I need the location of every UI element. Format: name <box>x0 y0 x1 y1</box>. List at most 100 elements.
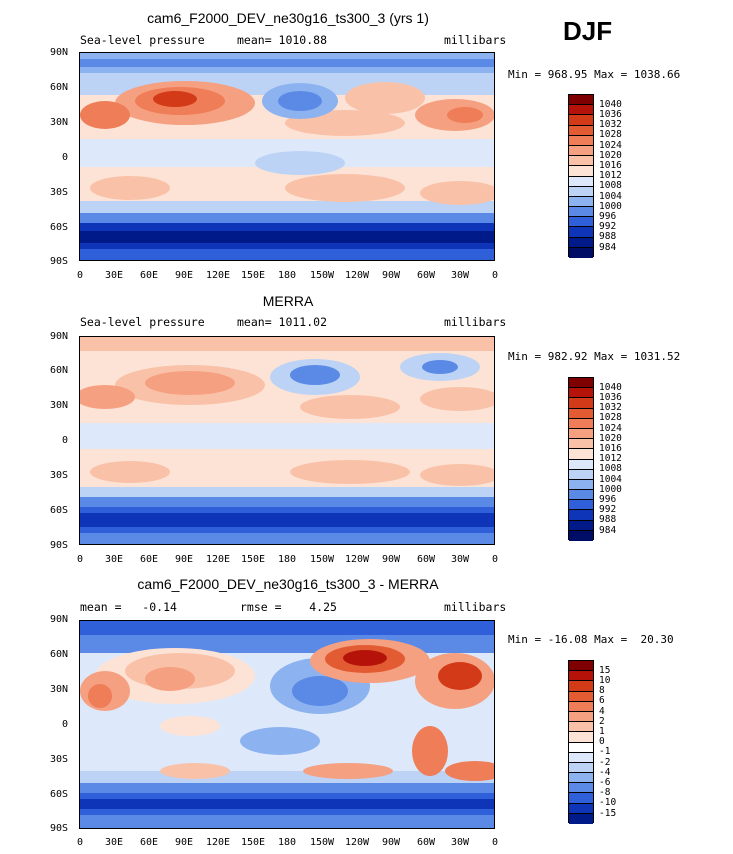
panel2-lon-tick: 0 <box>76 554 84 565</box>
panel3-legend-label: -6 <box>599 777 611 788</box>
panel1-legend-label: 1040 <box>599 99 622 110</box>
panel1-legend-label: 1016 <box>599 160 622 171</box>
panel1-lon-tick: 120E <box>205 270 231 281</box>
panel2-legend-label: 1040 <box>599 382 622 393</box>
panel3-title: cam6_F2000_DEV_ne30g16_ts300_3 - MERRA <box>137 576 439 592</box>
panel3-lon-tick: 180 <box>277 837 297 848</box>
panel1-lon-tick: 150W <box>309 270 335 281</box>
panel3-lat-tick: 30N <box>49 684 68 695</box>
panel3-lon-tick: 30W <box>450 837 470 848</box>
panel2-lat-tick: 60N <box>49 365 68 376</box>
panel1-legend-label: 992 <box>599 221 617 232</box>
panel2-legend-label: 1028 <box>599 412 622 423</box>
panel2-lon-tick: 120W <box>344 554 370 565</box>
panel1-legend-label: 1032 <box>599 119 622 130</box>
panel1-lat-tick: 30S <box>49 187 68 198</box>
panel1-lat-tick: 90S <box>49 256 68 267</box>
panel3-legend-label: 1 <box>599 726 605 737</box>
panel3-lon-tick: 90E <box>174 837 194 848</box>
panel2-lon-tick: 150E <box>240 554 266 565</box>
panel3-mean: mean = -0.14 <box>80 600 177 614</box>
panel1-lat-tick: 60S <box>49 222 68 233</box>
panel2-legend-label: 1032 <box>599 402 622 413</box>
panel3-rmse: rmse = 4.25 <box>240 600 337 614</box>
panel3-lon-tick: 0 <box>491 837 499 848</box>
panel2-legend-label: 992 <box>599 504 617 515</box>
panel2-legend-label: 996 <box>599 494 617 505</box>
panel3-legend-label: -8 <box>599 787 611 798</box>
panel2-minmax: Min = 982.92 Max = 1031.52 <box>508 350 681 363</box>
panel1-colorbar <box>568 94 594 258</box>
panel3-legend-label: 15 <box>599 665 611 676</box>
panel3-lon-tick: 120W <box>344 837 370 848</box>
panel3-lon-tick: 150E <box>240 837 266 848</box>
panel3-lat-tick: 30S <box>49 754 68 765</box>
panel1-slp-field <box>80 53 494 260</box>
panel2-legend-label: 984 <box>599 525 617 536</box>
panel3-diff-field <box>80 621 494 828</box>
panel2-legend-label: 1000 <box>599 484 622 495</box>
panel3-map <box>79 620 495 829</box>
panel2-field-label: Sea-level pressure <box>80 315 205 329</box>
panel3-legend-label: -10 <box>599 797 617 808</box>
panel2-legend-label: 1008 <box>599 463 622 474</box>
panel3-lat-tick: 60S <box>49 789 68 800</box>
panel1-mean: mean= 1010.88 <box>237 33 328 47</box>
panel2-legend-label: 1036 <box>599 392 622 403</box>
panel1-legend-label: 1024 <box>599 140 622 151</box>
panel1-legend-label: 1020 <box>599 150 622 161</box>
panel2-lon-tick: 30W <box>450 554 470 565</box>
panel1-lat-tick: 60N <box>49 82 68 93</box>
panel3-legend-label: 0 <box>599 736 605 747</box>
panel1-lon-tick: 60W <box>416 270 436 281</box>
panel1-units: millibars <box>444 33 507 47</box>
panel1-legend-label: 1004 <box>599 191 622 202</box>
panel2-lon-tick: 30E <box>104 554 124 565</box>
panel1-legend-label: 1028 <box>599 129 622 140</box>
panel1-title: cam6_F2000_DEV_ne30g16_ts300_3 (yrs 1) <box>147 10 429 26</box>
panel1-lat-tick: 90N <box>49 47 68 58</box>
panel3-legend-label: 4 <box>599 706 605 717</box>
panel3-colorbar <box>568 660 594 824</box>
panel2-map <box>79 336 495 545</box>
panel3-legend-label: -2 <box>599 757 611 768</box>
panel3-lon-tick: 60W <box>416 837 436 848</box>
season-label: DJF <box>563 16 613 46</box>
panel1-legend-label: 1008 <box>599 180 622 191</box>
panel1-minmax: Min = 968.95 Max = 1038.66 <box>508 68 681 81</box>
panel2-lat-tick: 30S <box>49 470 68 481</box>
panel1-legend-label: 1036 <box>599 109 622 120</box>
panel1-lon-tick: 0 <box>491 270 499 281</box>
panel2-title: MERRA <box>262 293 314 309</box>
panel1-lon-tick: 30E <box>104 270 124 281</box>
panel1-legend-label: 996 <box>599 211 617 222</box>
panel2-legend-label: 1016 <box>599 443 622 454</box>
panel2-lat-tick: 60S <box>49 505 68 516</box>
panel2-lat-tick: 90N <box>49 331 68 342</box>
panel3-lon-tick: 150W <box>309 837 335 848</box>
panel3-lon-tick: 90W <box>381 837 401 848</box>
panel3-legend-label: 10 <box>599 675 611 686</box>
panel1-lon-tick: 90E <box>174 270 194 281</box>
panel1-lon-tick: 120W <box>344 270 370 281</box>
panel2-legend-label: 1024 <box>599 423 622 434</box>
panel3-minmax: Min = -16.08 Max = 20.30 <box>508 633 674 646</box>
panel2-legend-label: 1012 <box>599 453 622 464</box>
panel2-lon-tick: 180 <box>277 554 297 565</box>
panel3-lon-tick: 60E <box>139 837 159 848</box>
panel3-units: millibars <box>444 600 507 614</box>
panel2-lat-tick: 0 <box>61 435 68 446</box>
panel3-legend-label: -1 <box>599 746 611 757</box>
panel1-legend-label: 988 <box>599 231 617 242</box>
panel3-lat-tick: 90N <box>49 614 68 625</box>
panel2-mean: mean= 1011.02 <box>237 315 328 329</box>
panel1-lon-tick: 90W <box>381 270 401 281</box>
panel2-lon-tick: 120E <box>205 554 231 565</box>
panel2-lon-tick: 150W <box>309 554 335 565</box>
panel3-lon-tick: 0 <box>76 837 84 848</box>
panel2-colorbar <box>568 377 594 541</box>
panel3-lon-tick: 30E <box>104 837 124 848</box>
panel1-lon-tick: 180 <box>277 270 297 281</box>
panel3-legend-label: 8 <box>599 685 605 696</box>
panel1-field-label: Sea-level pressure <box>80 33 205 47</box>
